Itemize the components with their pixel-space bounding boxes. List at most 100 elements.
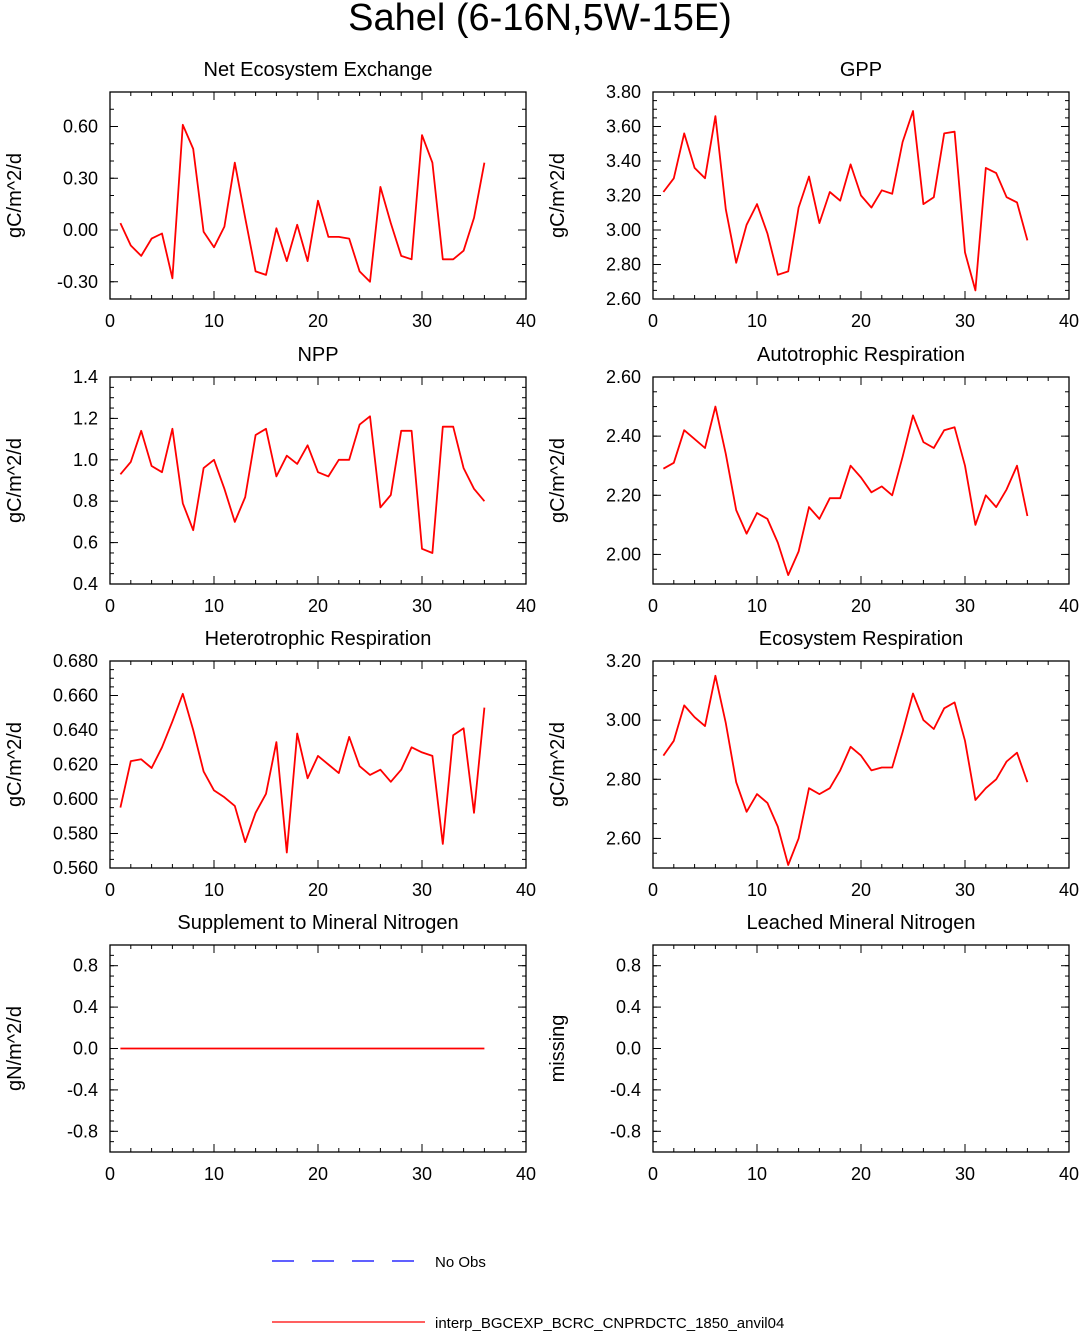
x-tick-label: 20	[308, 880, 328, 900]
x-tick-label: 30	[412, 311, 432, 331]
panel-7: Supplement to Mineral Nitrogen gN/m^2/d 0 1…	[4, 912, 536, 1184]
y-tick-label: 1.4	[73, 367, 98, 387]
x-tick-label: 10	[747, 311, 767, 331]
x-tick-label: 40	[1059, 596, 1079, 616]
x-tick-label: 30	[412, 1164, 432, 1184]
panel-2: GPP gC/m^2/d 0 10 20 30 40 2.60 2.80 3.00 3.20 3.40…	[547, 59, 1079, 331]
plot-frame	[652, 944, 1070, 1153]
x-tick-label: 20	[851, 1164, 871, 1184]
x-tick-label: 30	[955, 596, 975, 616]
y-tick-label: 0.660	[53, 686, 98, 706]
y-tick-label: 2.60	[606, 828, 641, 848]
x-tick-label: 40	[1059, 880, 1079, 900]
y-tick-label: -0.8	[610, 1121, 641, 1141]
y-tick-label: -0.4	[67, 1080, 98, 1100]
y-tick-label: 3.00	[606, 220, 641, 240]
y-axis-label: gN/m^2/d	[4, 1006, 26, 1091]
series-line	[119, 415, 486, 554]
y-tick-label: 0.00	[63, 220, 98, 240]
x-tick-label: 30	[412, 596, 432, 616]
y-tick-label: 0.560	[53, 858, 98, 878]
panel-6: Ecosystem Respiration gC/m^2/d 0 10 20 30 40 2.…	[547, 628, 1079, 900]
x-tick-label: 10	[747, 880, 767, 900]
y-tick-label: 3.20	[606, 186, 641, 206]
x-tick-label: 20	[851, 311, 871, 331]
x-tick-label: 30	[955, 1164, 975, 1184]
panel-title: NPP	[297, 344, 338, 366]
y-axis-label: gC/m^2/d	[547, 438, 569, 523]
y-tick-label: 0.600	[53, 789, 98, 809]
x-tick-label: 0	[648, 880, 658, 900]
panel-title: Autotrophic Respiration	[757, 344, 965, 366]
legend: No Obs interp_BGCEXP_BCRC_CNPRDCTC_1850_…	[272, 1254, 784, 1332]
y-tick-label: 3.00	[606, 710, 641, 730]
y-tick-label: 0.0	[616, 1039, 641, 1059]
x-tick-label: 0	[105, 880, 115, 900]
x-tick-label: 40	[516, 880, 536, 900]
legend-model-label: interp_BGCEXP_BCRC_CNPRDCTC_1850_anvil04	[435, 1315, 784, 1332]
x-tick-label: 0	[648, 1164, 658, 1184]
y-tick-label: 2.20	[606, 485, 641, 505]
x-tick-label: 0	[648, 311, 658, 331]
panel-title: Leached Mineral Nitrogen	[746, 912, 975, 934]
y-tick-label: 2.80	[606, 255, 641, 275]
y-tick-label: 2.00	[606, 544, 641, 564]
x-tick-label: 0	[105, 1164, 115, 1184]
y-tick-label: 0.680	[53, 651, 98, 671]
y-tick-label: 0.30	[63, 168, 98, 188]
y-tick-label: 0.640	[53, 720, 98, 740]
y-tick-label: 2.80	[606, 769, 641, 789]
y-tick-label: -0.30	[57, 272, 98, 292]
y-tick-label: 0.60	[63, 117, 98, 137]
y-tick-label: 0.8	[73, 956, 98, 976]
y-axis-label: gC/m^2/d	[547, 153, 569, 238]
x-tick-label: 40	[516, 311, 536, 331]
y-tick-label: 2.40	[606, 426, 641, 446]
panel-1: Net Ecosystem Exchange gC/m^2/d 0 10 20 30 40 -…	[4, 59, 536, 331]
x-tick-label: 0	[105, 311, 115, 331]
y-tick-label: 0.8	[73, 491, 98, 511]
y-tick-label: 3.40	[606, 151, 641, 171]
x-tick-label: 40	[516, 596, 536, 616]
x-tick-label: 20	[308, 596, 328, 616]
panel-3: NPP gC/m^2/d 0 10 20 30 40 0.4 0.6 0.8 1.0 1.2 1.4	[4, 344, 536, 616]
panel-8: Leached Mineral Nitrogen missing 0 10 20 30 40…	[547, 912, 1079, 1184]
x-tick-label: 10	[204, 596, 224, 616]
x-tick-label: 0	[648, 596, 658, 616]
x-tick-label: 40	[516, 1164, 536, 1184]
y-tick-label: 3.60	[606, 117, 641, 137]
x-tick-label: 10	[747, 596, 767, 616]
panel-4: Autotrophic Respiration gC/m^2/d 0 10 20 30 40…	[547, 344, 1079, 616]
series-line	[119, 692, 486, 854]
panels: Net Ecosystem Exchange gC/m^2/d 0 10 20 30 40 -…	[4, 59, 1079, 1184]
y-axis-label: missing	[547, 1015, 569, 1083]
panel-title: Ecosystem Respiration	[759, 628, 964, 650]
x-tick-label: 40	[1059, 1164, 1079, 1184]
panel-title: Heterotrophic Respiration	[205, 628, 432, 650]
y-axis-label: gC/m^2/d	[4, 438, 26, 523]
panel-5: Heterotrophic Respiration gC/m^2/d 0 10 20 30…	[4, 628, 536, 900]
y-tick-label: 0.4	[73, 574, 98, 594]
x-tick-label: 10	[204, 1164, 224, 1184]
panel-title: Net Ecosystem Exchange	[204, 59, 433, 81]
x-tick-label: 20	[851, 596, 871, 616]
legend-obs-label: No Obs	[435, 1254, 486, 1271]
y-tick-label: -0.4	[610, 1080, 641, 1100]
y-tick-label: 0.6	[73, 533, 98, 553]
y-axis-label: gC/m^2/d	[4, 722, 26, 807]
x-tick-label: 20	[308, 1164, 328, 1184]
series-line	[662, 405, 1029, 576]
x-tick-label: 10	[204, 880, 224, 900]
plot-frame	[652, 660, 1070, 869]
x-tick-label: 10	[747, 1164, 767, 1184]
x-tick-label: 30	[955, 311, 975, 331]
x-tick-label: 20	[308, 311, 328, 331]
y-tick-label: 2.60	[606, 289, 641, 309]
y-tick-label: 0.4	[73, 997, 98, 1017]
panel-title: Supplement to Mineral Nitrogen	[177, 912, 458, 934]
y-tick-label: 0.580	[53, 824, 98, 844]
y-tick-label: 1.0	[73, 450, 98, 470]
x-tick-label: 40	[1059, 311, 1079, 331]
plot-frame	[109, 660, 527, 869]
x-tick-label: 0	[105, 596, 115, 616]
